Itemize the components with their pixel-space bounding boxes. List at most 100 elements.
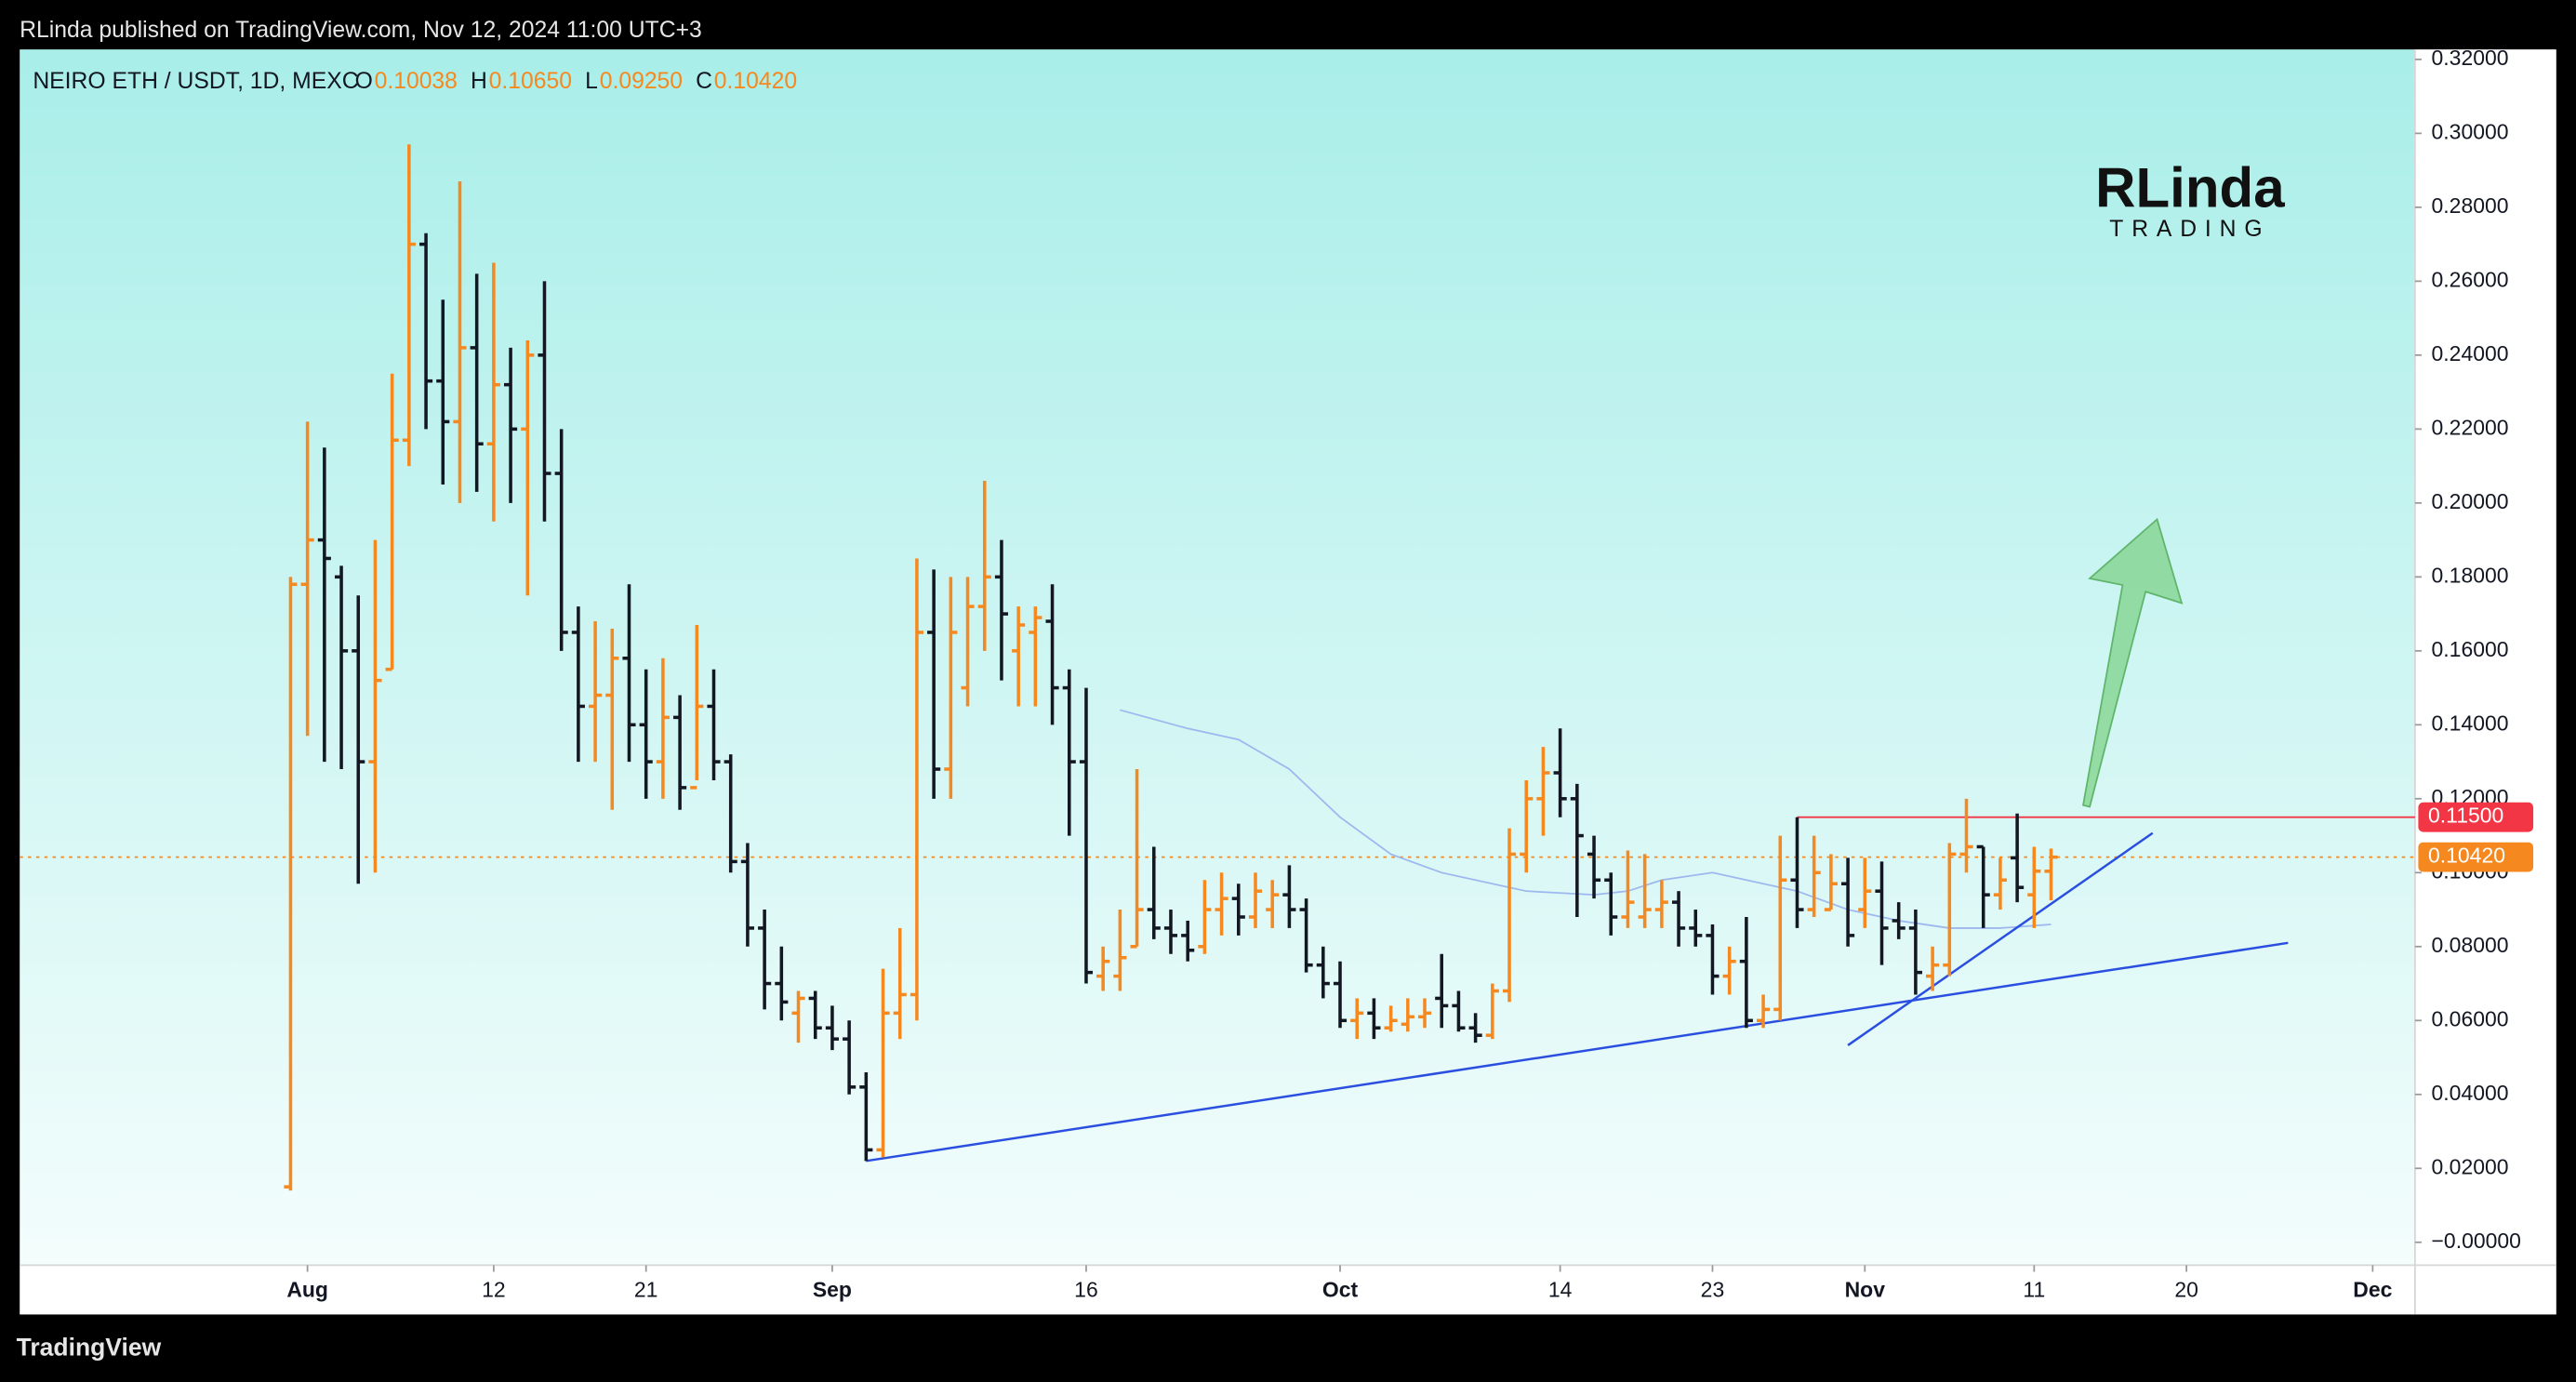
- x-tick-label: 11: [2023, 1278, 2045, 1302]
- y-tick-label: 0.32000: [2432, 46, 2509, 70]
- trendline: [1847, 831, 2154, 1046]
- y-tick-label: 0.30000: [2432, 119, 2509, 143]
- plot-area: [20, 49, 2415, 1266]
- ohlc-bar: [470, 273, 484, 492]
- ohlc-bar: [1908, 910, 1922, 995]
- ohlc-bar: [825, 1005, 839, 1051]
- ohlc-bar: [775, 946, 789, 1021]
- ohlc-bar: [1113, 910, 1127, 991]
- x-tick-label: 16: [1074, 1278, 1098, 1302]
- price-axis: [2414, 49, 2556, 1315]
- ohlc-bar: [1266, 880, 1280, 928]
- ohlc-bar: [554, 429, 568, 651]
- ohlc-bar: [656, 658, 670, 799]
- ohlc-bar: [1959, 798, 1973, 873]
- x-tick-label: 23: [1701, 1278, 1725, 1302]
- ohlc-bar: [1367, 998, 1381, 1040]
- ohlc-bar: [1773, 835, 1787, 1021]
- ohlc-bar: [2044, 848, 2058, 901]
- ohlc-bar: [1993, 857, 2007, 910]
- ohlc-bar: [1858, 857, 1872, 928]
- ohlc-bar: [453, 181, 467, 503]
- y-tick-label: 0.20000: [2432, 489, 2509, 513]
- x-tick-label: 12: [482, 1278, 506, 1302]
- ohlc-bar: [639, 669, 653, 799]
- ohlc-bar: [1790, 817, 1804, 928]
- x-tick-label: 14: [1548, 1278, 1573, 1302]
- ohlc-bar: [1181, 920, 1195, 962]
- arrow: [2082, 517, 2184, 808]
- ohlc-bar: [1875, 861, 1889, 965]
- ohlc-bar: [622, 584, 636, 763]
- header: RLinda published on TradingView.com, Nov…: [20, 18, 702, 43]
- ohlc-bar: [859, 1071, 873, 1162]
- ohlc-bar: [300, 421, 314, 737]
- y-tick-label: 0.14000: [2432, 711, 2509, 735]
- price-tag-label: 0.11500: [2428, 804, 2503, 828]
- ohlc-bar: [1587, 835, 1601, 899]
- y-tick-label: 0.18000: [2432, 563, 2509, 587]
- price-tag: [2418, 842, 2534, 872]
- ohlc-bar: [1231, 884, 1245, 936]
- price-tag: [2418, 802, 2534, 832]
- x-tick-label: Oct: [1322, 1278, 1359, 1302]
- ohlc-value: 0.10650: [489, 69, 572, 94]
- ohlc-bar: [538, 281, 551, 522]
- ohlc-bar: [707, 669, 721, 780]
- ohlc-bar: [418, 233, 433, 430]
- ohlc-bar: [504, 347, 518, 503]
- ohlc-bar: [1401, 998, 1414, 1032]
- ohlc-bar: [1012, 606, 1026, 707]
- ohlc-bar: [1654, 880, 1668, 928]
- ohlc-bar: [1570, 783, 1584, 918]
- ohlc-bar: [1468, 1013, 1482, 1043]
- ohlc-bar: [1841, 857, 1855, 947]
- ohlc-bar: [1621, 850, 1635, 928]
- trendline: [866, 941, 2289, 1163]
- ohlc-bar: [876, 968, 890, 1158]
- ohlc-bar: [352, 595, 365, 884]
- ohlc-bar: [1638, 854, 1652, 928]
- ohlc-bar: [1096, 946, 1110, 991]
- ohlc-bar: [1722, 946, 1736, 995]
- ohlc-bar: [368, 539, 382, 873]
- ohlc-label: C: [696, 69, 712, 94]
- logo-sub: TRADING: [2109, 217, 2270, 242]
- ohlc-bar: [605, 628, 619, 810]
- ohlc-bar: [1706, 924, 1720, 995]
- ohlc-bar: [571, 606, 585, 763]
- ohlc-bar: [1215, 872, 1228, 936]
- ohlc-bar: [1604, 872, 1618, 936]
- ohlc-bar: [977, 480, 991, 651]
- ohlc-bar: [1435, 953, 1449, 1029]
- footer: TradingView: [17, 1334, 162, 1362]
- ohlc-bar: [1062, 669, 1076, 836]
- ohlc-bar: [1417, 998, 1432, 1029]
- ohlc-bar: [910, 558, 924, 1021]
- ohlc-label: H: [471, 69, 487, 94]
- x-tick-label: Nov: [1845, 1278, 1886, 1302]
- ohlc-bar: [1926, 946, 1940, 991]
- ohlc-bar: [961, 577, 975, 707]
- ohlc-bar: [1045, 584, 1059, 725]
- ohlc-bar: [808, 990, 822, 1040]
- ohlc-bar: [1333, 961, 1348, 1029]
- ohlc-bar: [673, 695, 687, 810]
- ohlc-bar: [317, 447, 331, 763]
- ohlc-bar: [1485, 983, 1499, 1040]
- ohlc-bar: [1671, 891, 1686, 947]
- y-tick-label: 0.08000: [2432, 933, 2509, 957]
- ohlc-bar: [2027, 846, 2041, 928]
- ohlc-value: 0.10420: [714, 69, 797, 94]
- ohlc-bar: [791, 990, 805, 1043]
- time-axis: [20, 1265, 2415, 1315]
- ohlc-value: 0.09250: [600, 69, 683, 94]
- ohlc-bar: [1350, 998, 1364, 1040]
- y-tick-label: 0.22000: [2432, 415, 2509, 439]
- ohlc-bar: [1130, 769, 1144, 949]
- x-tick-label: Dec: [2353, 1278, 2392, 1302]
- ohlc-bar: [724, 754, 737, 873]
- x-tick-label: Sep: [813, 1278, 852, 1302]
